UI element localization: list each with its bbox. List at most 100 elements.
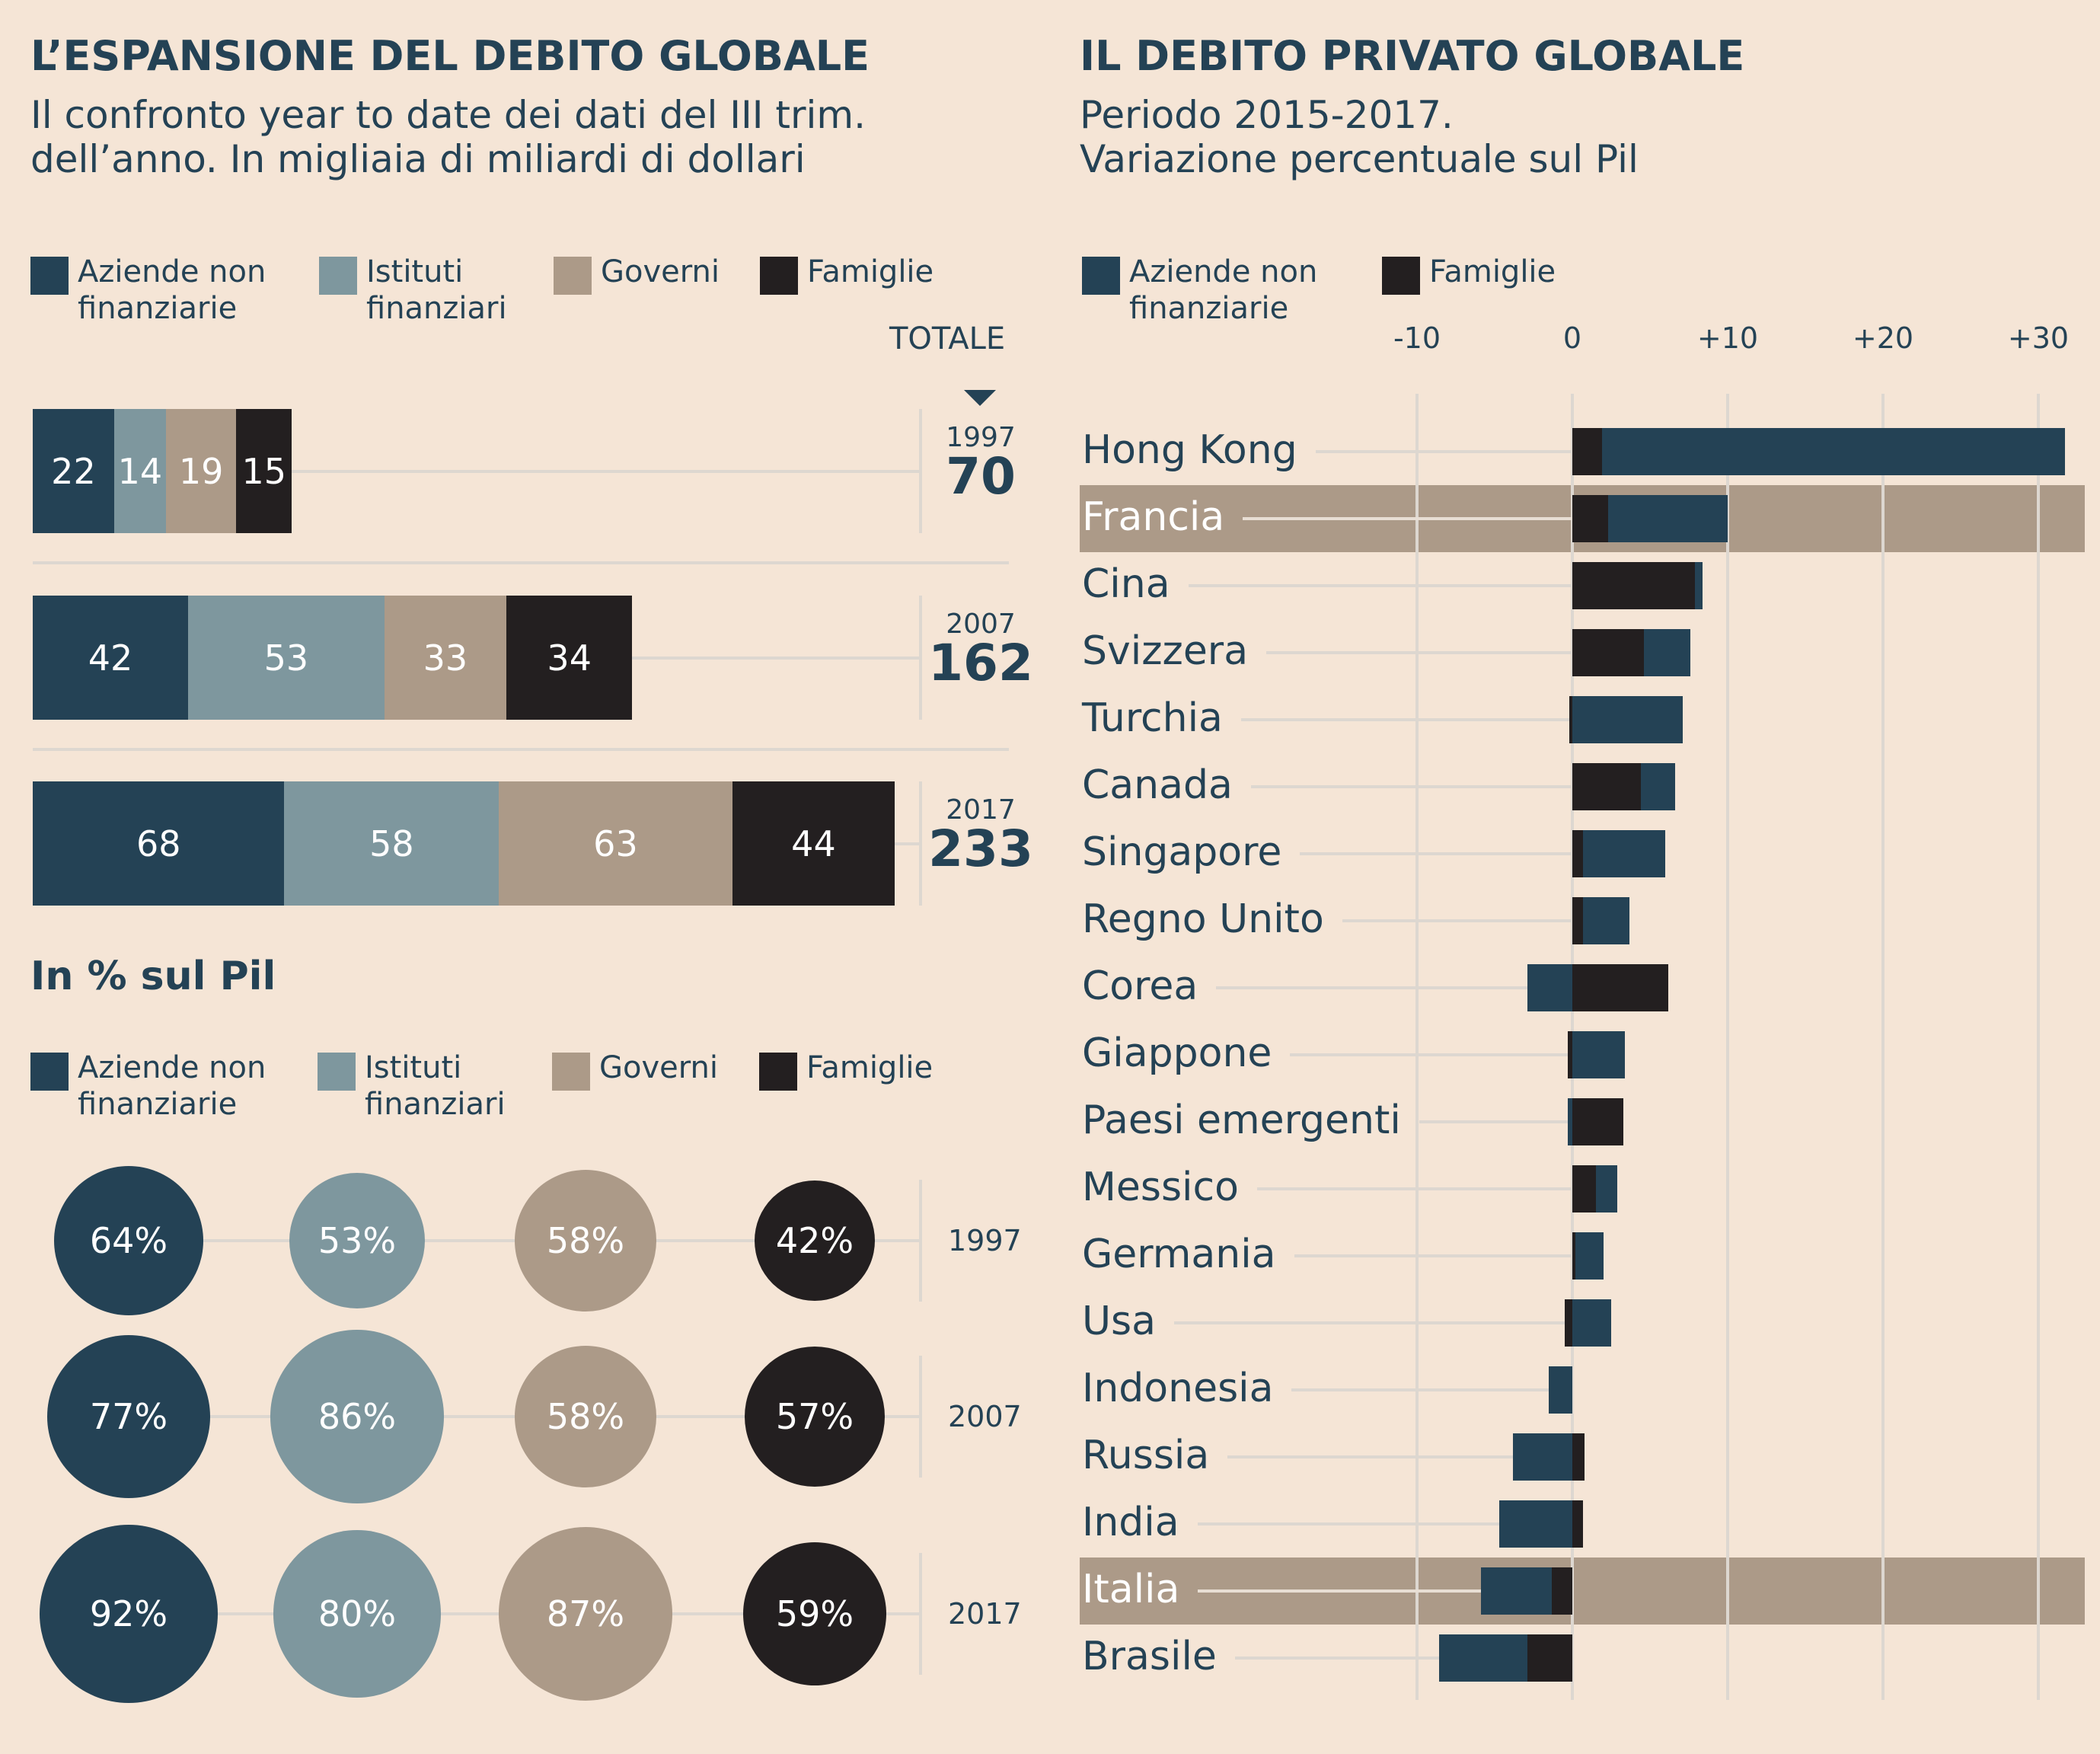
bracket-line	[919, 1180, 922, 1302]
row-divider	[33, 748, 1009, 751]
gridline	[1726, 394, 1729, 1700]
legend-label-governi: Governi	[599, 1050, 718, 1085]
bar-famiglie	[1572, 1500, 1584, 1548]
x-tick-label: 0	[1562, 321, 1582, 355]
bubble-famiglie: 57%	[744, 1346, 886, 1487]
legend-label-istituti: Istituti finanziari	[365, 1050, 506, 1122]
connector-line	[1250, 785, 1572, 788]
right-subtitle-line1: Periodo 2015-2017.	[1080, 93, 1454, 137]
connector-line	[1216, 986, 1527, 989]
country-label: Germania	[1082, 1232, 1276, 1277]
legend-swatch-famiglie	[759, 1053, 797, 1091]
bar-segment-istituti: 53	[188, 596, 385, 720]
country-label: Regno Unito	[1082, 896, 1324, 942]
legend-swatch-famiglie	[760, 257, 798, 295]
connector-line	[1174, 1321, 1565, 1324]
year-label: 1997	[948, 1224, 1022, 1257]
bar-aziende	[1513, 1433, 1572, 1481]
bar-famiglie	[1572, 428, 1602, 475]
bar-famiglie	[1572, 562, 1696, 609]
year-label: 2007	[948, 1400, 1022, 1433]
legend-label-aziende: Aziende non finanziarie	[1129, 254, 1318, 326]
country-label: Usa	[1082, 1299, 1157, 1344]
legend-label-famiglie: Famiglie	[1429, 254, 1556, 289]
bar-aziende	[1583, 830, 1666, 877]
left-title: L’ESPANSIONE DEL DEBITO GLOBALE	[30, 32, 870, 80]
bar-famiglie	[1572, 763, 1641, 810]
country-label: Brasile	[1082, 1634, 1217, 1679]
bar-famiglie	[1572, 1165, 1596, 1212]
x-tick-label: +20	[1852, 321, 1914, 355]
bar-famiglie	[1572, 629, 1644, 676]
bracket-tip	[908, 656, 921, 660]
totale-arrow-icon	[964, 390, 996, 406]
connector-line	[1315, 450, 1572, 453]
legend-label-famiglie: Famiglie	[806, 1050, 934, 1085]
country-label: Messico	[1082, 1165, 1239, 1210]
right-title: IL DEBITO PRIVATO GLOBALE	[1080, 32, 1745, 80]
bar-aziende	[1640, 763, 1675, 810]
bubble-istituti: 80%	[273, 1530, 441, 1698]
connector-line	[1197, 1522, 1500, 1526]
legend-label-famiglie: Famiglie	[807, 254, 934, 289]
country-label: Russia	[1082, 1433, 1210, 1478]
bubble-istituti: 53%	[289, 1172, 426, 1309]
country-label: Canada	[1082, 762, 1233, 808]
legend-label-istituti: Istituti finanziari	[366, 254, 507, 326]
bar-famiglie	[1567, 1031, 1572, 1078]
bar-famiglie	[1572, 964, 1669, 1011]
bar-famiglie	[1572, 1433, 1585, 1481]
bar-aziende	[1583, 897, 1630, 944]
bubble-aziende: 92%	[39, 1524, 219, 1704]
bar-segment-governi: 63	[499, 781, 732, 906]
bar-aziende	[1480, 1567, 1553, 1615]
year-label: 2017	[948, 1597, 1022, 1631]
bar-famiglie	[1572, 897, 1584, 944]
country-label: Hong Kong	[1082, 427, 1297, 473]
connector-line	[1342, 919, 1572, 922]
bracket-tip	[908, 1612, 921, 1615]
bar-segment-istituti: 14	[113, 409, 166, 533]
pil-heading: In % sul Pil	[30, 954, 276, 999]
bar-aziende	[1499, 1500, 1572, 1548]
bar-aziende	[1643, 629, 1691, 676]
connector-line	[1243, 517, 1572, 520]
legend-label-governi: Governi	[601, 254, 720, 289]
country-label: Italia	[1082, 1567, 1180, 1612]
x-tick-label: +30	[2007, 321, 2070, 355]
legend-label-aziende: Aziende non finanziarie	[78, 1050, 266, 1122]
country-label: Giappone	[1082, 1030, 1272, 1076]
connector-line	[632, 656, 910, 660]
connector-line	[1227, 1455, 1514, 1458]
bubble-aziende: 77%	[46, 1334, 211, 1499]
total-value: 233	[928, 819, 1033, 878]
connector-line	[895, 842, 910, 845]
connector-line	[1294, 1254, 1572, 1257]
connector-line	[1290, 1053, 1568, 1056]
bracket-tip	[908, 1239, 921, 1242]
bubble-governi: 58%	[514, 1345, 657, 1488]
bar-segment-governi: 33	[384, 596, 507, 720]
connector-line	[1240, 718, 1569, 721]
legend-swatch-istituti	[318, 1053, 356, 1091]
connector-line	[1256, 1187, 1572, 1190]
bar-famiglie	[1564, 1299, 1572, 1347]
legend-swatch-aziende	[1082, 257, 1120, 295]
bar-aziende	[1572, 1031, 1626, 1078]
left-subtitle-line2: dell’anno. In migliaia di miliardi di do…	[30, 137, 806, 181]
connector-line	[1198, 1589, 1481, 1593]
connector-line	[1291, 1388, 1549, 1391]
row-divider	[33, 561, 1009, 564]
bar-aziende	[1572, 1299, 1611, 1347]
totale-label: TOTALE	[889, 321, 1006, 356]
bar-famiglie	[1572, 1098, 1624, 1145]
bubble-famiglie: 59%	[742, 1542, 887, 1686]
connector-line	[1419, 1120, 1568, 1123]
country-label: Paesi emergenti	[1082, 1097, 1401, 1143]
bubble-aziende: 64%	[54, 1166, 203, 1315]
bracket-line	[919, 409, 922, 533]
country-label: Corea	[1082, 963, 1198, 1009]
country-label: Turchia	[1082, 695, 1223, 741]
left-subtitle-line1: Il confronto year to date dei dati del I…	[30, 93, 866, 137]
bar-aziende	[1527, 964, 1572, 1011]
